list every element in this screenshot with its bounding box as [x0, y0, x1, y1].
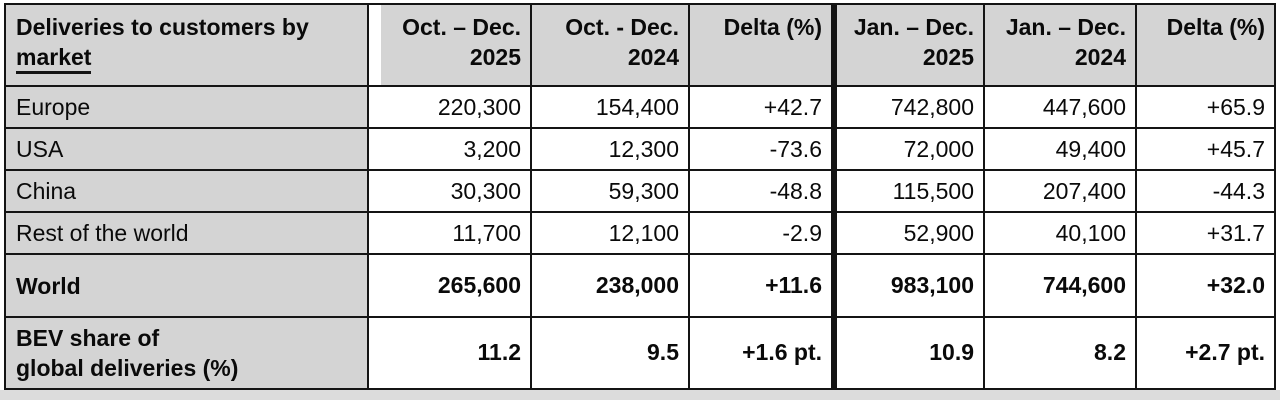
table-row-rest-of-world: Rest of the world 11,700 12,100 -2.9 52,…	[4, 211, 1276, 255]
deliveries-table: Deliveries to customers by market Oct. –…	[4, 3, 1276, 391]
world-delta-year: +32.0	[1135, 253, 1276, 318]
page-bottom-edge	[0, 390, 1280, 400]
header-market-line1: Deliveries to customers by	[16, 14, 309, 40]
header-market-column: Deliveries to customers by market	[4, 3, 369, 87]
usa-q4-2025: 3,200	[367, 127, 532, 171]
china-delta-year: -44.3	[1135, 169, 1276, 213]
usa-fy-2025: 72,000	[833, 127, 985, 171]
china-q4-2024: 59,300	[530, 169, 690, 213]
table-row-usa: USA 3,200 12,300 -73.6 72,000 49,400 +45…	[4, 127, 1276, 171]
europe-fy-2024: 447,600	[983, 85, 1137, 129]
china-fy-2024: 207,400	[983, 169, 1137, 213]
bev-fy-2025: 10.9	[833, 316, 985, 391]
world-fy-2024: 744,600	[983, 253, 1137, 318]
world-fy-2025: 983,100	[833, 253, 985, 318]
row-fy-2024: 40,100	[983, 211, 1137, 255]
bev-q4-2024: 9.5	[530, 316, 690, 391]
europe-delta-quarter: +42.7	[688, 85, 837, 129]
header-delta-quarter: Delta (%)	[688, 3, 837, 87]
row-label-rest-of-world: Rest of the world	[4, 211, 369, 255]
usa-delta-quarter: -73.6	[688, 127, 837, 171]
row-fy-2025: 52,900	[833, 211, 985, 255]
usa-fy-2024: 49,400	[983, 127, 1137, 171]
china-fy-2025: 115,500	[833, 169, 985, 213]
header-row: Deliveries to customers by market Oct. –…	[4, 3, 1276, 87]
europe-q4-2024: 154,400	[530, 85, 690, 129]
header-q4-2025: Oct. – Dec. 2025	[367, 3, 532, 87]
bev-fy-2024: 8.2	[983, 316, 1137, 391]
table-row-europe: Europe 220,300 154,400 +42.7 742,800 447…	[4, 85, 1276, 129]
row-delta-quarter: -2.9	[688, 211, 837, 255]
row-delta-year: +31.7	[1135, 211, 1276, 255]
bev-q4-2025: 11.2	[367, 316, 532, 391]
europe-delta-year: +65.9	[1135, 85, 1276, 129]
header-fy-2025: Jan. – Dec. 2025	[833, 3, 985, 87]
europe-fy-2025: 742,800	[833, 85, 985, 129]
world-delta-quarter: +11.6	[688, 253, 837, 318]
row-q4-2025: 11,700	[367, 211, 532, 255]
row-label-usa: USA	[4, 127, 369, 171]
bev-delta-quarter: +1.6 pt.	[688, 316, 837, 391]
world-q4-2025: 265,600	[367, 253, 532, 318]
europe-q4-2025: 220,300	[367, 85, 532, 129]
table-row-bev-share: BEV share of global deliveries (%) 11.2 …	[4, 316, 1276, 391]
table-row-world: World 265,600 238,000 +11.6 983,100 744,…	[4, 253, 1276, 318]
bev-label-line2: global deliveries (%)	[16, 354, 239, 381]
row-label-china: China	[4, 169, 369, 213]
usa-q4-2024: 12,300	[530, 127, 690, 171]
row-q4-2024: 12,100	[530, 211, 690, 255]
usa-delta-year: +45.7	[1135, 127, 1276, 171]
bev-label-line1: BEV share of	[16, 324, 160, 351]
china-delta-quarter: -48.8	[688, 169, 837, 213]
world-q4-2024: 238,000	[530, 253, 690, 318]
header-fy-2024: Jan. – Dec. 2024	[983, 3, 1137, 87]
header-delta-year: Delta (%)	[1135, 3, 1276, 87]
table-row-china: China 30,300 59,300 -48.8 115,500 207,40…	[4, 169, 1276, 213]
row-label-world: World	[4, 253, 369, 318]
row-label-bev-share: BEV share of global deliveries (%)	[4, 316, 369, 391]
china-q4-2025: 30,300	[367, 169, 532, 213]
row-label-europe: Europe	[4, 85, 369, 129]
header-market-line2-underlined: market	[16, 44, 92, 74]
header-q4-2024: Oct. - Dec. 2024	[530, 3, 690, 87]
bev-delta-year: +2.7 pt.	[1135, 316, 1276, 391]
